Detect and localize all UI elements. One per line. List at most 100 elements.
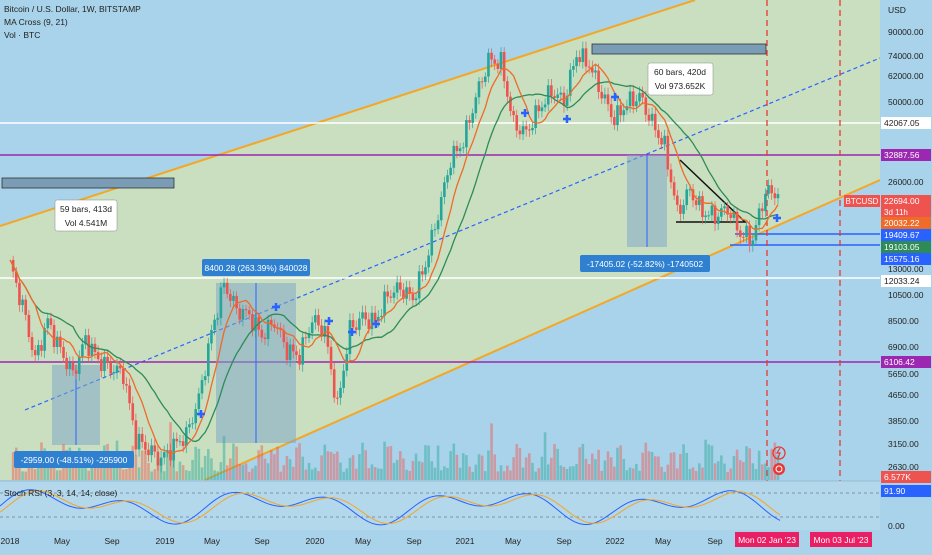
- volume-bar: [144, 450, 147, 480]
- candle-body: [493, 59, 497, 64]
- x-label-2022: 2022: [606, 536, 625, 546]
- candle-body: [609, 104, 613, 118]
- cross-marker-6: [521, 109, 529, 117]
- candle-body: [194, 409, 198, 424]
- candle-body: [125, 384, 128, 386]
- measure-2022-text: -17405.02 (-52.82%) -1740502: [587, 259, 704, 269]
- candle-body: [21, 299, 24, 306]
- volume-bar: [414, 453, 418, 480]
- volume-bar: [93, 458, 97, 480]
- volume-bar: [389, 446, 393, 480]
- stoch-title: Stoch RSI (3, 3, 14, 14, close): [4, 488, 118, 498]
- lightning-icon[interactable]: [772, 446, 786, 460]
- candle-body: [480, 81, 484, 83]
- volume-bar: [307, 463, 311, 480]
- candle-body: [411, 293, 415, 301]
- volume-bar: [376, 468, 380, 480]
- volume-bar: [405, 469, 408, 480]
- volume-bar: [546, 464, 550, 480]
- candle-body: [660, 137, 663, 145]
- candle-body: [483, 76, 487, 82]
- candle-body: [590, 67, 594, 73]
- candle-body: [644, 97, 648, 115]
- volume-bar: [480, 455, 484, 480]
- volume-bar: [710, 445, 714, 480]
- candle-body: [323, 326, 327, 337]
- volume-bar: [483, 471, 487, 480]
- volume-bar: [647, 451, 651, 480]
- candle-body: [436, 220, 440, 230]
- candle-body: [285, 342, 289, 361]
- volume-bar: [197, 448, 201, 480]
- volume-bar: [364, 450, 367, 480]
- volume-bar: [175, 471, 179, 480]
- candle-body: [112, 371, 116, 374]
- candle-body: [55, 336, 59, 348]
- volume-bar: [502, 471, 506, 480]
- date-tag-jul23: [810, 532, 872, 547]
- candle-body: [597, 70, 600, 92]
- candle-body: [653, 113, 657, 131]
- candle-body: [619, 105, 622, 116]
- volume-bar: [150, 471, 153, 480]
- cross-marker-7: [563, 115, 571, 123]
- volume-bar: [716, 461, 720, 480]
- volume-bar: [590, 453, 594, 480]
- candle-body: [74, 370, 78, 374]
- volume-bar: [458, 467, 462, 480]
- candle-body: [433, 229, 437, 231]
- date-range-bar-1[interactable]: [1, 177, 175, 189]
- candle-body: [568, 69, 572, 96]
- volume-bar: [229, 458, 232, 480]
- volume-bar: [742, 462, 745, 480]
- x-label-2019: 2019: [156, 536, 175, 546]
- candle-body: [704, 215, 707, 218]
- label-12033: 12033.24: [884, 276, 920, 286]
- indicator-volume[interactable]: Vol · BTC: [4, 30, 40, 40]
- volume-bar: [260, 445, 264, 480]
- symbol-label: BTCUSD: [846, 197, 879, 206]
- candle-body: [720, 208, 723, 217]
- candle-body: [71, 362, 75, 371]
- volume-bar: [279, 471, 282, 480]
- stoch-rsi-panel[interactable]: [0, 481, 880, 530]
- volume-bar: [225, 465, 229, 480]
- x-label-may-2020: May: [355, 536, 372, 546]
- candle-body: [370, 312, 374, 330]
- candle-body: [515, 115, 519, 131]
- volume-bar: [323, 444, 327, 480]
- volume-bar: [361, 442, 364, 480]
- volume-bar: [90, 466, 94, 480]
- volume-bar: [421, 462, 424, 480]
- candle-body: [178, 441, 182, 443]
- candle-body: [546, 85, 550, 105]
- candle-body: [647, 114, 651, 121]
- candle-body: [65, 357, 68, 370]
- candle-body: [729, 214, 733, 218]
- volume-bar: [688, 468, 692, 480]
- candle-body: [210, 330, 213, 344]
- candle-body: [506, 81, 509, 97]
- earnings-icon[interactable]: [773, 463, 785, 475]
- candle-body: [310, 322, 314, 334]
- volume-bar: [191, 459, 194, 480]
- triangle-pattern[interactable]: [676, 159, 747, 223]
- candle-body: [764, 193, 767, 212]
- date-range-bar-2[interactable]: [591, 43, 767, 55]
- candle-body: [398, 282, 402, 290]
- volume-bar: [644, 442, 648, 480]
- volume-bar: [430, 461, 434, 480]
- candle-body: [748, 225, 751, 246]
- volume-bar: [691, 467, 695, 480]
- volume-bar: [581, 443, 585, 480]
- x-label-may-2018: May: [54, 536, 71, 546]
- indicator-ma-cross[interactable]: MA Cross (9, 21): [4, 17, 68, 27]
- volume-bar: [720, 455, 723, 480]
- volume-bar: [436, 445, 440, 480]
- volume-bar: [235, 446, 238, 480]
- candle-body: [169, 450, 172, 461]
- candle-body: [81, 344, 84, 357]
- volume-bar: [468, 466, 471, 480]
